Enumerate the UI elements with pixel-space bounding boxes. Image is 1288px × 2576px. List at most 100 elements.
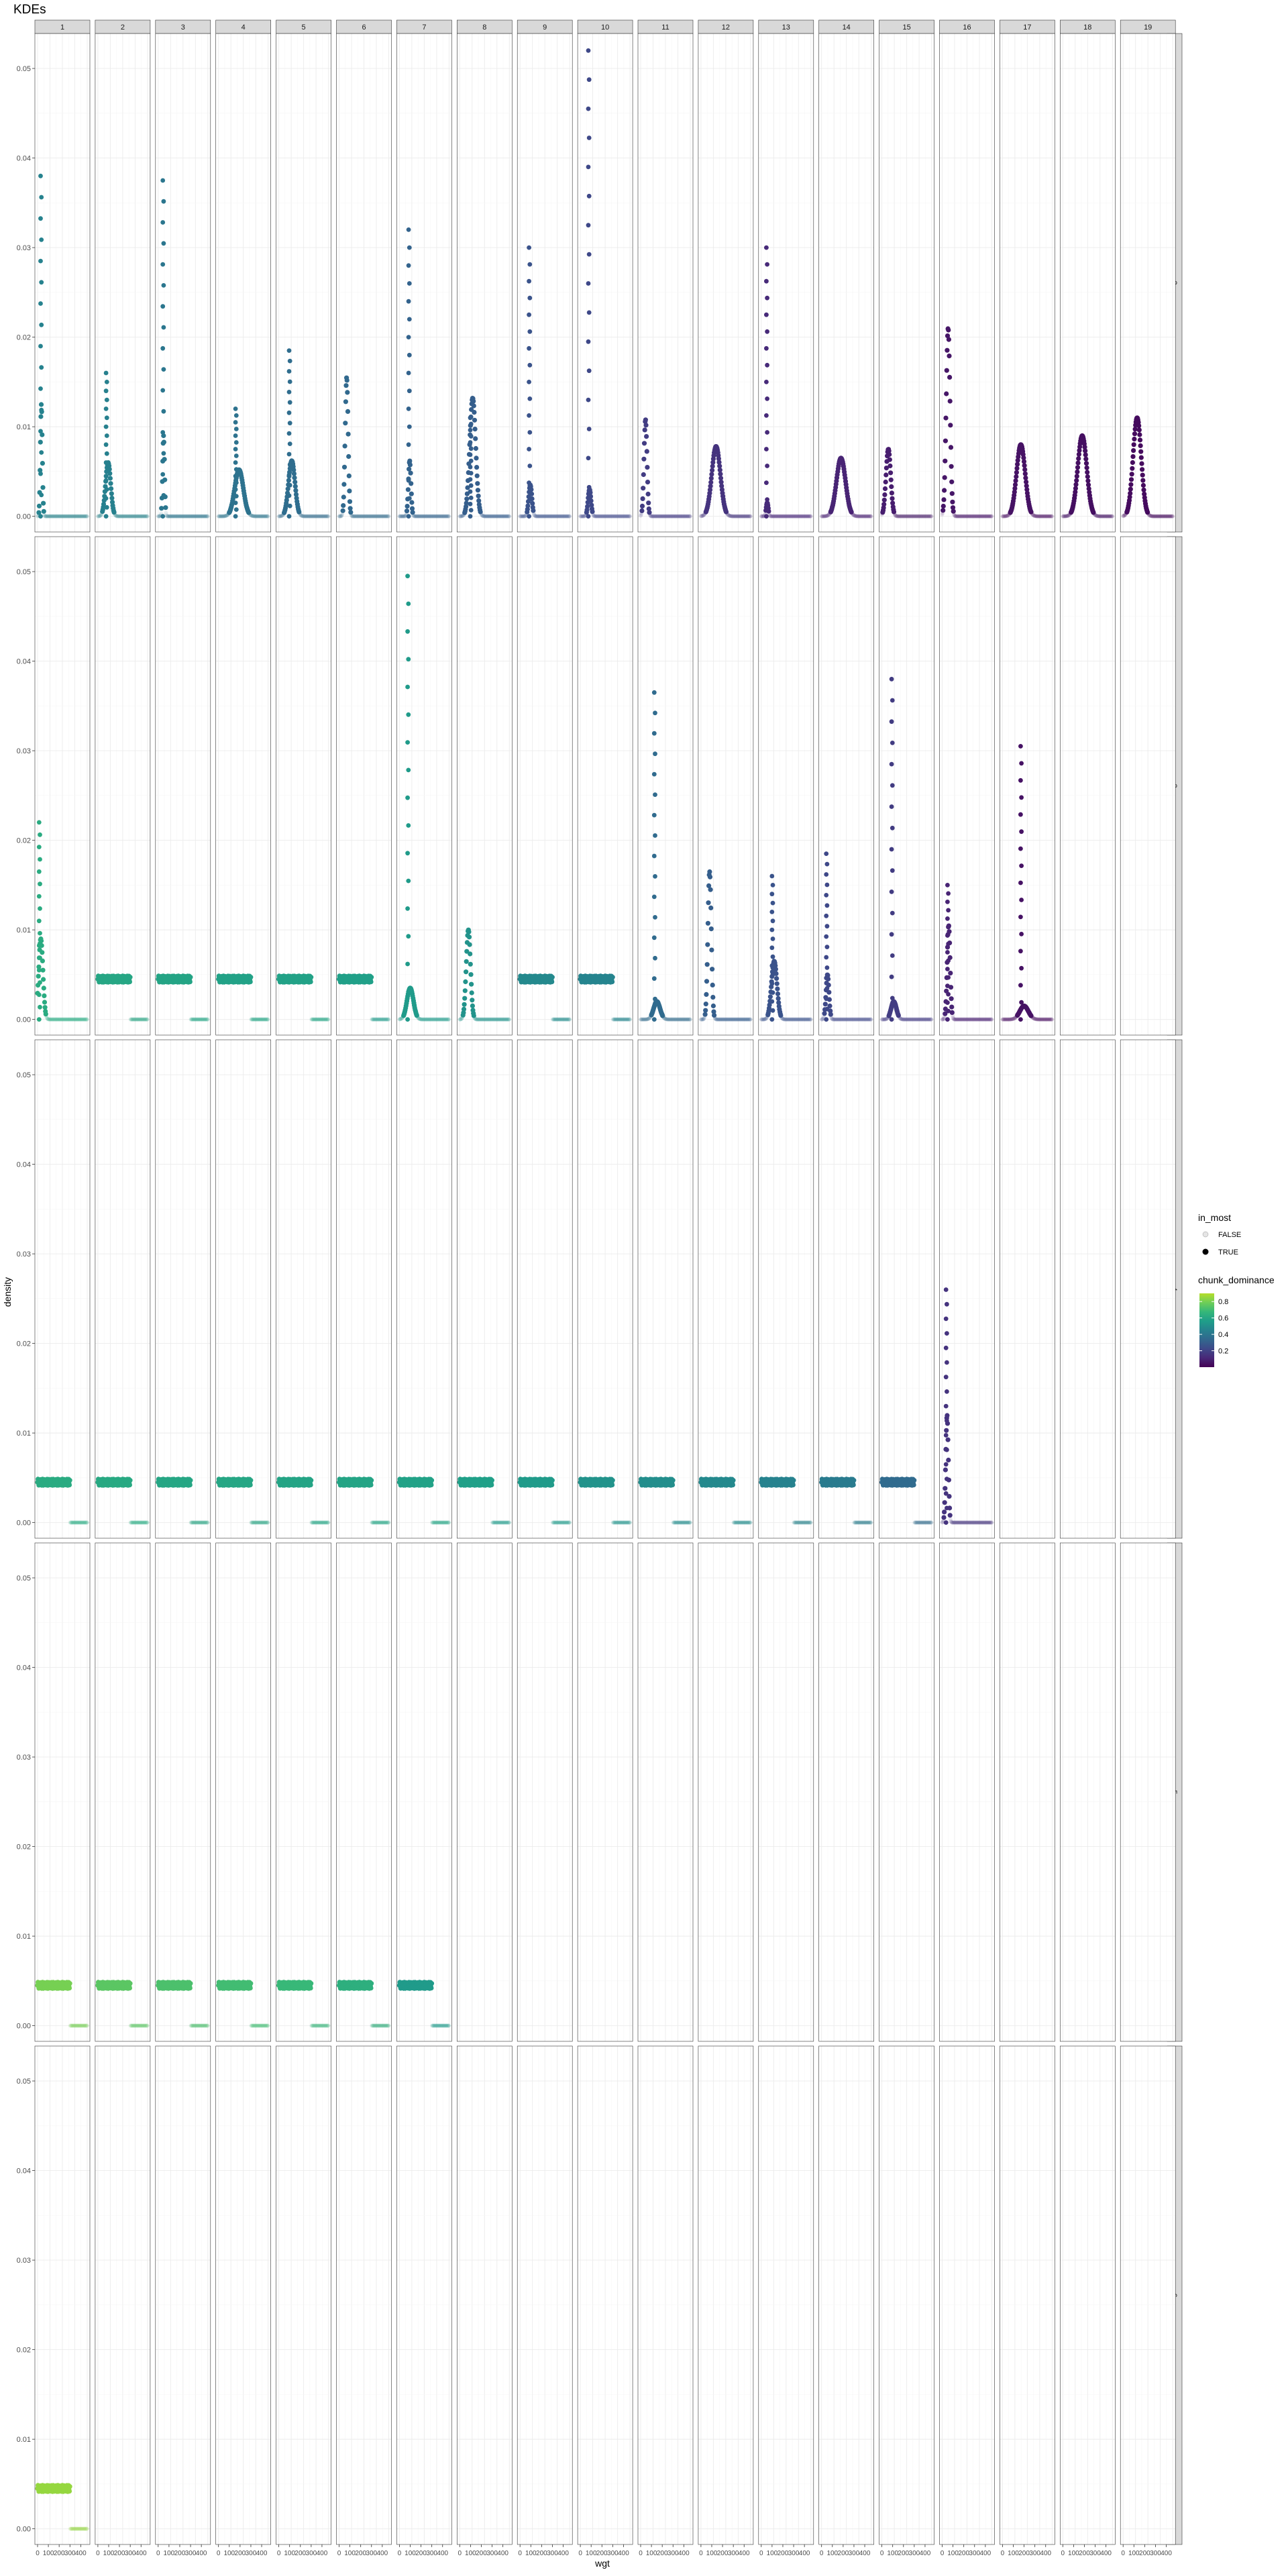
density-point [200,514,205,519]
density-point [58,514,63,519]
panel-border [637,1039,694,1539]
density-point [223,514,227,519]
panel-border [758,1542,814,2042]
panel-border [1120,2045,1176,2545]
density-point [109,495,115,501]
x-tick-label: 400 [256,2550,268,2557]
density-spike-point [103,460,109,465]
density-point [404,508,410,514]
density-point [168,514,172,519]
panel-border [456,1039,513,1539]
density-point [127,514,132,519]
column-strip-label: 5 [302,23,306,32]
density-point [119,514,124,519]
x-tick-label: 200 [838,2550,849,2557]
density-point [1171,514,1175,519]
density-point [38,439,43,445]
density-point [292,480,298,485]
density-point [79,514,84,519]
density-point [299,513,304,518]
density-point [297,511,302,515]
density-point [40,950,45,955]
density-point [261,514,266,519]
density-spike-point [103,388,109,394]
density-point [184,514,189,519]
density-spike-point [38,343,43,349]
x-tick-label: 200 [1079,2550,1090,2557]
x-tick-label: 300 [1029,2550,1040,2557]
density-point [197,514,201,519]
density-point [62,514,67,519]
density-spike-point [39,237,44,242]
density-point [168,514,172,519]
y-axis-title: density [2,1277,13,1307]
density-point [46,514,50,519]
density-point [38,468,43,473]
density-point [447,514,451,519]
density-spike-point [586,136,592,140]
y-tick-label: 0.02 [17,334,31,342]
density-spike-point [38,216,43,221]
density-point [174,514,178,519]
density-spike-point [406,370,411,376]
density-point [929,514,934,519]
panel-border [155,2045,211,2545]
density-point [345,390,350,395]
panel-border [396,536,452,1036]
density-point [127,514,131,519]
density-spike-point [233,500,238,505]
y-tick-label: 0.05 [17,65,31,73]
density-point [260,514,265,519]
panel-border [396,1039,452,1539]
density-point [345,409,351,415]
density-point [181,514,186,519]
column-strip-label: 15 [902,23,910,32]
density-point [205,514,209,519]
density-point [257,514,262,519]
x-tick-label: 200 [1018,2550,1030,2557]
panel-border [698,1039,754,1539]
density-point [182,514,186,519]
column-strip-label: 4 [241,23,246,32]
density-point [38,414,44,419]
density-point [205,514,210,519]
panel-series [156,178,210,519]
x-tick-label: 400 [1040,2550,1051,2557]
density-spike-point [233,474,238,478]
density-point [123,514,127,519]
density-point [38,938,44,944]
panel-border [336,2045,392,2545]
density-spike-point [233,413,239,418]
density-point [50,514,54,519]
density-spike-point [39,407,44,413]
density-point [108,481,113,486]
density-point [123,514,127,519]
density-point [258,514,262,519]
column-strip-label: 17 [1023,23,1031,32]
density-point [43,514,48,519]
density-point [57,514,62,519]
density-spike-point [527,329,533,334]
x-tick-label: 100 [1128,2550,1140,2557]
density-point [50,514,54,519]
density-point [170,514,174,519]
panel-border [698,33,754,533]
density-point [54,514,58,519]
density-spike-point [38,258,43,264]
density-spike-point [286,514,292,519]
y-tick-label: 0.05 [17,2078,31,2086]
y-tick-label: 0.00 [17,1016,31,1024]
density-point [190,514,195,519]
density-point [132,514,137,519]
density-point [76,514,80,519]
x-tick-label: 0 [1061,2550,1065,2557]
density-point [292,475,297,480]
density-point [184,514,189,519]
density-point [309,514,314,519]
density-spike-point [406,514,411,519]
panel-border [818,33,874,533]
density-spike-point [233,480,239,485]
density-point [645,465,650,470]
density-point [170,514,174,519]
density-point [141,514,146,519]
